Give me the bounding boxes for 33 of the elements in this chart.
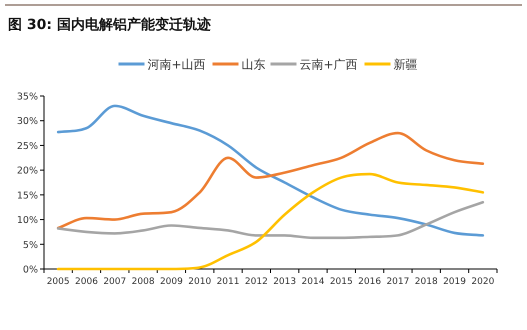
- x-tick-label: 2008: [132, 277, 155, 287]
- legend-label: 河南+山西: [148, 58, 206, 72]
- y-tick-label: 0%: [22, 264, 38, 276]
- y-tick-label: 25%: [16, 140, 38, 152]
- legend-label: 云南+广西: [300, 58, 358, 72]
- y-tick-label: 20%: [16, 166, 38, 177]
- x-tick-label: 2005: [46, 277, 70, 287]
- x-tick-label: 2009: [160, 277, 184, 287]
- y-tick-label: 10%: [16, 215, 38, 226]
- y-tick-label: 30%: [16, 116, 38, 128]
- x-tick-label: 2010: [188, 277, 212, 287]
- x-tick-label: 2007: [103, 277, 126, 287]
- legend-label: 山东: [242, 58, 266, 72]
- x-tick-label: 2012: [244, 277, 268, 287]
- line-series: [56, 200, 484, 240]
- x-tick-label: 2006: [75, 277, 98, 287]
- chart-title: 图 30: 国内电解铝产能变迁轨迹: [8, 16, 211, 33]
- x-tick-label: 2019: [443, 277, 466, 287]
- x-tick-label: 2014: [302, 277, 325, 287]
- x-tick-label: 2017: [386, 277, 410, 287]
- line-series: [56, 132, 484, 230]
- x-tick-label: 2013: [273, 277, 296, 287]
- legend-label: 新疆: [394, 58, 418, 72]
- line-series: [56, 104, 484, 237]
- x-tick-label: 2018: [414, 277, 438, 287]
- x-tick-label: 2020: [471, 277, 495, 287]
- x-tick-label: 2011: [216, 277, 240, 287]
- line-series: [56, 172, 484, 270]
- y-tick-label: 5%: [22, 240, 38, 251]
- x-tick-label: 2015: [330, 277, 353, 287]
- x-tick-label: 2016: [358, 277, 382, 287]
- y-tick-label: 15%: [16, 190, 38, 202]
- y-tick-label: 35%: [16, 92, 38, 102]
